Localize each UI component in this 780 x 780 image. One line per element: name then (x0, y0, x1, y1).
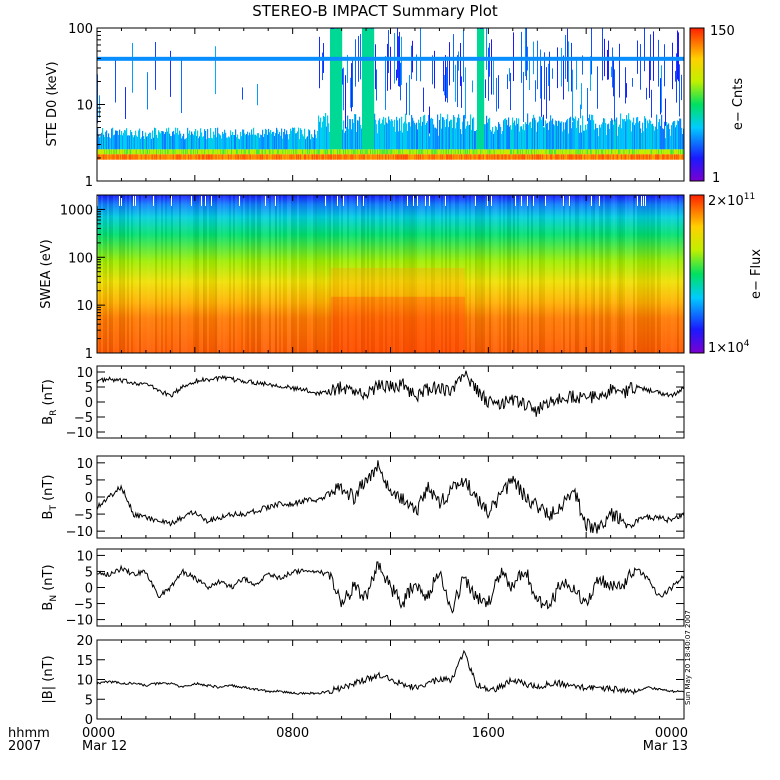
swea-colorbar (689, 194, 705, 354)
time-axis-label-hhmm: hhmm (8, 726, 50, 741)
swea-colorbar-max: 2×1011 (708, 192, 755, 209)
swea-colorbar-min: 1×104 (708, 339, 750, 356)
bn-y-tick-label: −10 (66, 614, 93, 629)
swea-y-tick-label: 100 (68, 251, 93, 266)
bmag-y-tick-label: 10 (76, 674, 93, 689)
bt-panel: −10 −5 0 5 10 BT (nT) (41, 455, 685, 540)
time-tick-date: Mar 13 (643, 739, 688, 754)
time-tick-label: 0000 (655, 726, 688, 741)
bmag-y-tick-label: 15 (76, 654, 93, 669)
swea-panel: 1 10 100 1000 SWEA (eV) 2×1011 1×104 e− Flu… (39, 192, 764, 362)
br-series-line (96, 370, 685, 417)
ste-spectrogram (97, 28, 685, 160)
bmag-y-tick-label: 0 (85, 713, 93, 728)
ste-colorbar (689, 27, 705, 182)
bmag-y-label: |B| (nT) (41, 655, 56, 703)
bn-series-line (97, 561, 685, 614)
ste-colorbar-label: e− Cnts (731, 78, 746, 130)
ste-y-tick-label: 1 (85, 175, 93, 190)
swea-spectrogram (97, 195, 685, 353)
time-tick-label: 0000 (82, 726, 115, 741)
br-y-tick-label: −5 (74, 411, 93, 426)
ste-y-tick-label: 10 (76, 99, 93, 114)
time-tick-label: 0800 (276, 726, 309, 741)
bt-y-tick-label: 5 (85, 474, 93, 489)
swea-y-axis: 1 10 100 1000 (60, 194, 105, 362)
bn-frame (96, 548, 685, 627)
bn-y-label: BN (nT) (41, 564, 59, 610)
time-tick-label: 1600 (472, 726, 505, 741)
time-tick-date: Mar 12 (82, 739, 127, 754)
bt-y-tick-label: −10 (66, 525, 93, 540)
plot-title: STEREO-B IMPACT Summary Plot (252, 2, 498, 20)
bt-y-tick-label: 10 (76, 457, 93, 472)
br-y-label: BR (nT) (41, 379, 59, 425)
bt-series-line (96, 460, 685, 534)
bmag-series-line (96, 649, 685, 696)
swea-y-label: SWEA (eV) (39, 239, 54, 308)
bt-y-tick-label: −5 (74, 508, 93, 523)
br-y-tick-label: −10 (66, 426, 93, 441)
ste-y-tick-label: 100 (68, 22, 93, 37)
bt-y-tick-label: 0 (85, 491, 93, 506)
swea-y-tick-label: 1 (85, 347, 93, 362)
br-y-tick-label: 5 (85, 381, 93, 396)
bn-y-tick-label: 10 (76, 549, 93, 564)
ste-y-axis: 1 10 100 (68, 22, 105, 190)
ste-colorbar-max: 150 (710, 24, 735, 39)
swea-spectrogram-base (97, 195, 684, 353)
bmag-y-tick-label: 20 (76, 634, 93, 649)
br-frame (96, 365, 685, 439)
swea-colorbar-label: e− Flux (749, 249, 764, 299)
bn-y-tick-label: −5 (74, 598, 93, 613)
br-y-tick-label: 10 (76, 366, 93, 381)
swea-y-tick-label: 10 (76, 299, 93, 314)
br-y-tick-label: 0 (85, 396, 93, 411)
swea-y-tick-label: 1000 (60, 203, 93, 218)
bn-y-tick-label: 5 (85, 565, 93, 580)
bn-y-tick-label: 0 (85, 582, 93, 597)
time-axis-label-year: 2007 (8, 739, 41, 754)
ste-panel: 1 10 100 STE D0 (keV) 150 1 e− Cnts (45, 22, 746, 190)
bmag-y-tick-label: 5 (85, 693, 93, 708)
bn-panel: −10−50 510 BN (nT) (41, 548, 685, 629)
bmag-panel: 0 5 10 15 20 |B| (nT) (41, 634, 685, 728)
ste-y-label: STE D0 (keV) (45, 61, 60, 146)
ste-colorbar-min: 1 (712, 171, 720, 186)
timestamp: Sun May 20 18:40:07 2007 (684, 610, 692, 705)
bt-y-label: BT (nT) (41, 475, 59, 520)
